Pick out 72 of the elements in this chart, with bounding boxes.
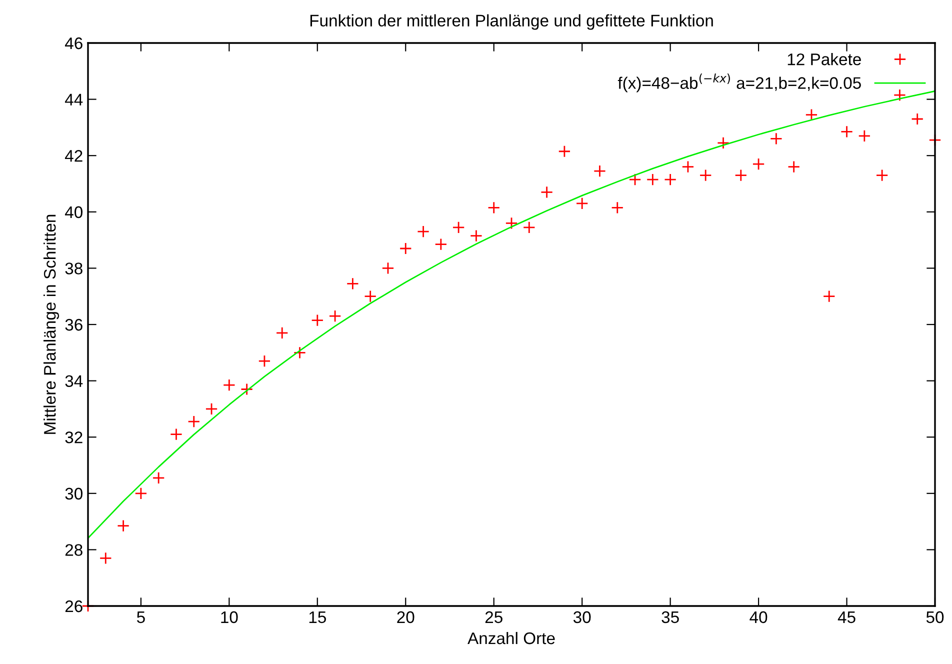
- y-tick-label: 32: [65, 432, 82, 444]
- y-tick-label: 36: [65, 318, 82, 331]
- legend-label: 12 Pakete: [788, 53, 861, 66]
- point: [134, 487, 148, 500]
- point: [682, 160, 694, 174]
- point: [434, 238, 448, 251]
- point: [258, 354, 271, 368]
- point: [752, 158, 765, 170]
- point: [664, 173, 677, 186]
- y-tick-label: 38: [65, 262, 82, 274]
- x-tick-label: 25: [485, 611, 502, 624]
- x-tick-label: 20: [397, 611, 414, 624]
- chart-title: Funktion der mittleren Planlänge und gefittete Funktion: [310, 14, 713, 30]
- point: [734, 169, 748, 182]
- point: [822, 290, 836, 303]
- x-tick-label: 45: [838, 611, 856, 624]
- y-tick-label: 30: [65, 488, 82, 500]
- point: [294, 346, 306, 359]
- y-tick-label: 28: [65, 544, 82, 556]
- x-tick-label: 50: [926, 611, 944, 624]
- point: [99, 552, 112, 564]
- y-axis-title: Mittlere Planlänge in Schritten: [44, 214, 60, 434]
- legend-label: f(x)=48−ab$^{(−kx)}$ a=21,b=2,k=0.05: [618, 74, 861, 92]
- point: [470, 230, 482, 242]
- point: [911, 112, 924, 126]
- point: [558, 145, 571, 158]
- point: [611, 201, 624, 214]
- point: [646, 173, 659, 186]
- x-tick-label: 40: [750, 611, 768, 624]
- x-tick-label: 10: [221, 611, 238, 624]
- point: [328, 310, 342, 322]
- y-tick-label: 46: [64, 37, 82, 50]
- point: [488, 201, 500, 214]
- x-tick-label: 30: [573, 611, 591, 624]
- point: [311, 314, 324, 327]
- x-tick-label: 35: [662, 611, 679, 624]
- point: [240, 382, 254, 396]
- point: [417, 225, 430, 238]
- point: [382, 262, 394, 274]
- point: [858, 130, 871, 142]
- point: [222, 378, 236, 392]
- point: [788, 160, 800, 174]
- point: [840, 125, 854, 138]
- point: [276, 326, 288, 340]
- y-tick-label: 40: [64, 206, 82, 218]
- x-tick-label: 5: [136, 611, 145, 624]
- x-axis-title: Anzahl Orte: [468, 632, 555, 644]
- y-tick-label: 34: [65, 375, 83, 388]
- y-tick-label: 44: [64, 94, 83, 106]
- point: [770, 132, 782, 145]
- y-tick-label: 26: [65, 600, 82, 612]
- point: [540, 186, 554, 198]
- point: [188, 415, 200, 428]
- y-tick-label: 42: [64, 150, 82, 162]
- point: [170, 428, 182, 441]
- point: [628, 173, 642, 186]
- point: [505, 216, 518, 230]
- point: [364, 290, 377, 303]
- point: [152, 472, 165, 484]
- point: [593, 164, 606, 178]
- point: [346, 277, 359, 290]
- point: [399, 242, 412, 255]
- point: [876, 169, 888, 182]
- point: [717, 136, 730, 150]
- point: [576, 197, 588, 210]
- x-tick-label: 15: [309, 611, 326, 624]
- point: [205, 402, 218, 416]
- point: [117, 520, 130, 532]
- point: [699, 169, 712, 182]
- point: [452, 221, 465, 234]
- point: [522, 221, 536, 234]
- point: [893, 88, 906, 102]
